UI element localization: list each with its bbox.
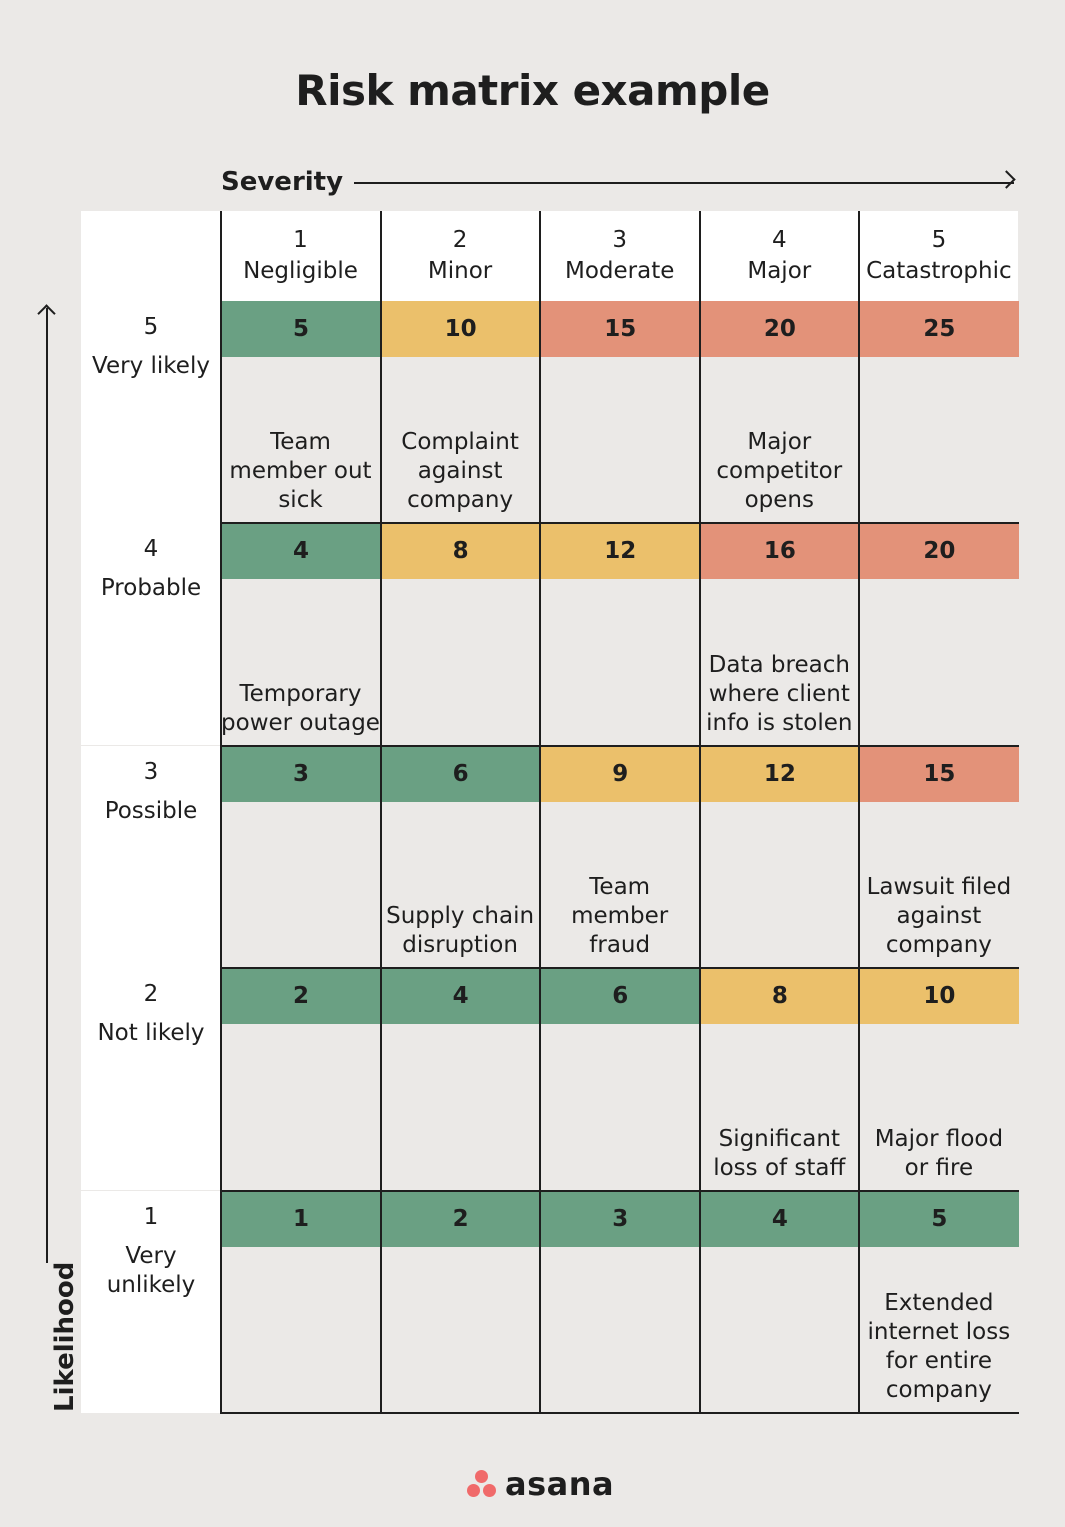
risk-example: Team member out sick	[229, 429, 372, 514]
likelihood-name: Very unlikely	[106, 1242, 196, 1298]
risk-score-cell: 16	[699, 523, 860, 580]
severity-number: 2	[452, 227, 468, 253]
risk-score-cell: 12	[699, 745, 860, 802]
severity-number: 5	[931, 227, 947, 253]
risk-score-cell: 4	[380, 968, 541, 1025]
grid-hline	[221, 1412, 1019, 1414]
risk-example: Team member fraud	[571, 874, 669, 959]
asana-logo-icon	[467, 1469, 497, 1499]
severity-header-5: 5 Catastrophic	[859, 211, 1019, 301]
severity-arrow-icon	[997, 170, 1016, 189]
grid-vline	[220, 211, 222, 1414]
likelihood-axis-line	[46, 308, 48, 1263]
risk-example: Complaint against company	[401, 429, 519, 514]
likelihood-header-5: 5 Very likely	[81, 301, 221, 523]
severity-name: Moderate	[564, 258, 675, 284]
likelihood-header-3: 3 Possible	[81, 745, 221, 968]
page-title: Risk matrix example	[295, 66, 770, 115]
risk-score-cell: 6	[540, 968, 701, 1025]
likelihood-name: Possible	[104, 797, 198, 824]
likelihood-name: Probable	[100, 575, 202, 602]
risk-score-cell: 4	[221, 523, 382, 580]
severity-header-4: 4 Major	[699, 211, 859, 301]
likelihood-number: 1	[143, 1203, 159, 1230]
grid-hline	[221, 744, 1019, 747]
risk-score-cell: 12	[540, 523, 701, 580]
grid-hline	[221, 522, 1019, 525]
likelihood-header-2: 2 Not likely	[81, 968, 221, 1191]
risk-score-cell: 10	[380, 301, 541, 357]
severity-name: Negligible	[243, 258, 358, 284]
risk-score-cell: 2	[221, 968, 382, 1025]
risk-score-cell: 8	[380, 523, 541, 580]
grid-hline	[221, 967, 1019, 970]
asana-logo: asana	[467, 1465, 615, 1503]
risk-example: Temporary power outage	[221, 680, 380, 736]
risk-matrix: 1 Negligible 2 Minor 3 Moderate 4 Major 5 Catastr…	[81, 211, 1020, 1414]
grid-vline	[698, 211, 701, 1414]
risk-score-cell: 5	[859, 1190, 1020, 1247]
risk-score-cell: 10	[859, 968, 1020, 1025]
severity-axis-label: Severity	[221, 167, 344, 197]
risk-score-cell: 2	[380, 1190, 541, 1247]
risk-example: Significant loss of staff	[713, 1125, 846, 1181]
risk-score-cell: 3	[221, 745, 382, 802]
likelihood-number: 5	[143, 314, 159, 340]
risk-score-cell: 9	[540, 745, 701, 802]
severity-number: 4	[771, 227, 787, 253]
severity-header-2: 2 Minor	[380, 211, 540, 301]
likelihood-number: 2	[143, 981, 159, 1008]
likelihood-name: Very likely	[92, 353, 210, 379]
likelihood-number: 4	[143, 536, 159, 563]
likelihood-header-4: 4 Probable	[81, 523, 221, 746]
risk-score-cell: 5	[221, 301, 382, 357]
risk-example: Data breach where client info is stolen	[706, 651, 853, 736]
risk-score-cell: 25	[859, 301, 1020, 357]
grid-hline	[221, 1189, 1019, 1192]
grid-vline	[379, 211, 382, 1414]
likelihood-axis-label: Likelihood	[50, 1261, 80, 1412]
grid-vline	[858, 211, 861, 1414]
severity-header-3: 3 Moderate	[540, 211, 700, 301]
risk-example: Supply chain disruption	[386, 903, 535, 959]
risk-example: Lawsuit filed against company	[866, 874, 1012, 959]
severity-name: Minor	[427, 258, 493, 284]
risk-score-cell: 6	[380, 745, 541, 802]
risk-score-cell: 3	[540, 1190, 701, 1247]
severity-name: Catastrophic	[866, 258, 1012, 284]
risk-example: Major flood or fire	[874, 1125, 1004, 1181]
severity-number: 1	[293, 227, 308, 253]
brand-wordmark: asana	[505, 1465, 615, 1503]
risk-example: Major competitor opens	[716, 429, 843, 514]
likelihood-name: Not likely	[97, 1020, 205, 1047]
risk-score-cell: 8	[699, 968, 860, 1025]
severity-name: Major	[747, 258, 812, 284]
likelihood-arrow-icon	[37, 304, 56, 323]
matrix-corner	[81, 211, 221, 301]
risk-score-cell: 15	[859, 745, 1020, 802]
risk-example: Extended internet loss for entire compan…	[867, 1289, 1011, 1403]
risk-score-cell: 1	[221, 1190, 382, 1247]
grid-vline	[539, 211, 542, 1414]
risk-score-cell: 4	[699, 1190, 860, 1247]
severity-number: 3	[612, 227, 627, 253]
likelihood-number: 3	[143, 758, 159, 785]
risk-score-cell: 20	[859, 523, 1020, 580]
severity-axis-line	[354, 182, 1014, 184]
risk-score-cell: 20	[699, 301, 860, 357]
severity-header-1: 1 Negligible	[221, 211, 380, 301]
likelihood-header-1: 1 Very unlikely	[81, 1190, 221, 1413]
risk-score-cell: 15	[540, 301, 701, 357]
